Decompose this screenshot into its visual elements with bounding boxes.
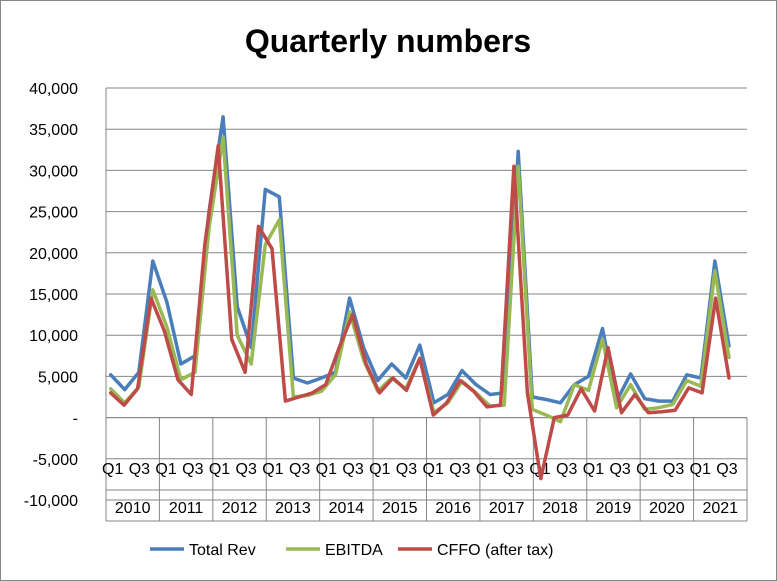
legend: Total Rev EBITDA CFFO (after tax) bbox=[150, 542, 553, 559]
quarter-label: Q1 bbox=[423, 461, 444, 478]
y-tick-label: - bbox=[73, 411, 78, 428]
year-label: 2019 bbox=[596, 500, 632, 517]
quarter-label: Q1 bbox=[155, 461, 176, 478]
year-label: 2012 bbox=[222, 500, 258, 517]
year-label: 2020 bbox=[649, 500, 685, 517]
quarter-label: Q3 bbox=[129, 461, 150, 478]
quarter-label: Q1 bbox=[690, 461, 711, 478]
quarter-label: Q3 bbox=[289, 461, 310, 478]
quarter-label: Q3 bbox=[503, 461, 524, 478]
series-line-1 bbox=[108, 135, 731, 424]
quarter-label: Q3 bbox=[609, 461, 630, 478]
legend-label-2: CFFO (after tax) bbox=[437, 542, 553, 559]
y-tick-label: -10,000 bbox=[24, 493, 78, 510]
quarter-label: Q1 bbox=[583, 461, 604, 478]
quarter-label: Q1 bbox=[262, 461, 283, 478]
legend-label-0: Total Rev bbox=[189, 542, 256, 559]
year-label: 2013 bbox=[275, 500, 311, 517]
y-tick-label: 20,000 bbox=[29, 246, 78, 263]
quarter-label: Q3 bbox=[663, 461, 684, 478]
y-tick-label: 5,000 bbox=[38, 369, 78, 386]
year-label: 2011 bbox=[169, 500, 204, 517]
year-label: 2017 bbox=[489, 500, 525, 517]
year-label: 2016 bbox=[435, 500, 471, 517]
quarter-label: Q1 bbox=[636, 461, 657, 478]
y-tick-label: 25,000 bbox=[29, 205, 78, 222]
quarter-label: Q3 bbox=[716, 461, 737, 478]
y-tick-label: 40,000 bbox=[29, 81, 78, 98]
y-tick-label: 10,000 bbox=[29, 328, 78, 345]
quarter-label: Q3 bbox=[396, 461, 417, 478]
quarter-label: Q3 bbox=[556, 461, 577, 478]
year-label: 2014 bbox=[329, 500, 365, 517]
quarter-label: Q1 bbox=[209, 461, 230, 478]
y-tick-label: 30,000 bbox=[29, 163, 78, 180]
y-tick-label: -5,000 bbox=[33, 452, 78, 469]
y-tick-label: 35,000 bbox=[29, 122, 78, 139]
quarter-label: Q1 bbox=[102, 461, 123, 478]
series-lines bbox=[108, 115, 731, 481]
y-axis: -10,000-5,000-5,00010,00015,00020,00025,… bbox=[24, 81, 78, 510]
year-label: 2010 bbox=[115, 500, 151, 517]
year-label: 2021 bbox=[702, 500, 738, 517]
series-line-2 bbox=[108, 143, 731, 481]
chart-title: Quarterly numbers bbox=[245, 23, 531, 59]
quarter-label: Q3 bbox=[182, 461, 203, 478]
quarter-label: Q1 bbox=[476, 461, 497, 478]
quarter-label: Q3 bbox=[449, 461, 470, 478]
y-tick-label: 15,000 bbox=[29, 287, 78, 304]
x-axis: 2010 Q1 Q3 2011 Q1 Q3 2012 Q1 Q3 2013 Q1 Q3 2014 Q1 Q3… bbox=[102, 417, 748, 522]
legend-label-1: EBITDA bbox=[325, 542, 383, 559]
year-label: 2018 bbox=[542, 500, 578, 517]
quarter-label: Q3 bbox=[236, 461, 257, 478]
quarter-label: Q3 bbox=[342, 461, 363, 478]
quarter-label: Q1 bbox=[369, 461, 390, 478]
year-label: 2015 bbox=[382, 500, 418, 517]
quarter-label: Q1 bbox=[316, 461, 337, 478]
